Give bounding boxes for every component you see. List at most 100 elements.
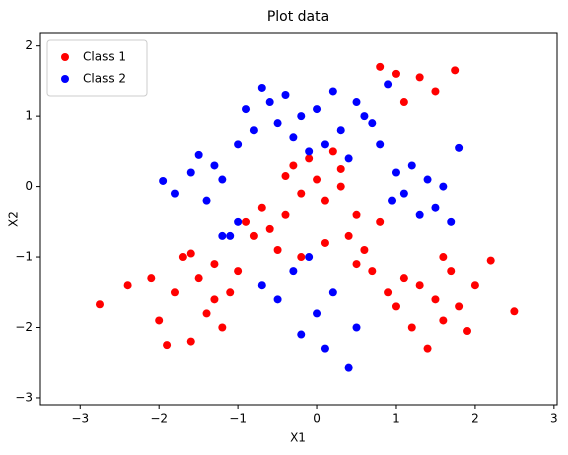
point [399, 189, 408, 198]
point [234, 217, 243, 226]
point [265, 98, 274, 107]
point [186, 249, 195, 258]
point [447, 267, 456, 276]
point [289, 133, 298, 142]
point [455, 143, 464, 152]
point [352, 260, 361, 269]
point [391, 302, 400, 311]
point [336, 164, 345, 173]
point [289, 267, 298, 276]
point [147, 274, 156, 283]
point [336, 182, 345, 191]
point [265, 224, 274, 233]
point [218, 231, 227, 240]
point [226, 288, 235, 297]
point [415, 210, 424, 219]
point [352, 98, 361, 107]
point [376, 140, 385, 149]
point [328, 288, 337, 297]
point [439, 316, 448, 325]
point [194, 150, 203, 159]
x-tick-label: −2 [150, 412, 168, 426]
point [155, 316, 164, 325]
point [123, 281, 132, 290]
point [352, 323, 361, 332]
point [257, 281, 266, 290]
point [234, 267, 243, 276]
point [186, 337, 195, 346]
point [218, 175, 227, 184]
point [305, 147, 314, 156]
y-axis-label: X2 [7, 211, 21, 227]
point [273, 295, 282, 304]
point [313, 175, 322, 184]
point [415, 281, 424, 290]
point [463, 327, 472, 336]
point [486, 256, 495, 265]
point [368, 267, 377, 276]
point [178, 253, 187, 262]
point [159, 176, 168, 185]
point [210, 295, 219, 304]
x-tick-label: −1 [229, 412, 247, 426]
point [210, 161, 219, 170]
y-tick-label: −2 [15, 320, 33, 334]
point [470, 281, 479, 290]
point [210, 260, 219, 269]
y-tick-label: −1 [15, 250, 33, 264]
point [234, 140, 243, 149]
legend-marker [61, 53, 69, 61]
point [368, 119, 377, 128]
point [384, 80, 393, 89]
point [407, 323, 416, 332]
point [242, 217, 251, 226]
x-axis-label: X1 [290, 431, 306, 445]
legend: Class 1 Class 2 [46, 39, 148, 97]
point [415, 73, 424, 82]
y-tick-label: 1 [25, 109, 33, 123]
chart-title: Plot data [267, 9, 329, 25]
point [384, 288, 393, 297]
y-tick-label: −3 [15, 390, 33, 404]
legend-marker [61, 75, 69, 83]
point [281, 210, 290, 219]
point [194, 274, 203, 283]
point [388, 196, 397, 205]
point [439, 253, 448, 262]
point [360, 246, 369, 254]
point [170, 288, 179, 297]
point [376, 217, 385, 226]
point [202, 196, 211, 205]
point [305, 253, 314, 262]
point [273, 119, 282, 128]
point [320, 238, 329, 247]
point [407, 161, 416, 170]
point [320, 196, 329, 205]
point [170, 189, 179, 198]
point [313, 309, 322, 318]
point [328, 147, 337, 156]
point [95, 300, 104, 309]
point [186, 168, 195, 177]
point [360, 112, 369, 121]
point [242, 105, 251, 114]
point [289, 161, 298, 170]
point [423, 175, 432, 184]
point [249, 126, 258, 135]
point [431, 203, 440, 212]
point [352, 210, 361, 219]
point [399, 98, 408, 107]
point [344, 363, 353, 372]
x-tick-label: 1 [392, 412, 400, 426]
point [257, 203, 266, 212]
legend-label: Class 1 [83, 50, 126, 64]
point [391, 69, 400, 78]
point [163, 341, 172, 350]
plot-frame [39, 32, 558, 406]
point [376, 62, 385, 71]
point [297, 330, 306, 339]
point [281, 172, 290, 181]
point [202, 309, 211, 318]
